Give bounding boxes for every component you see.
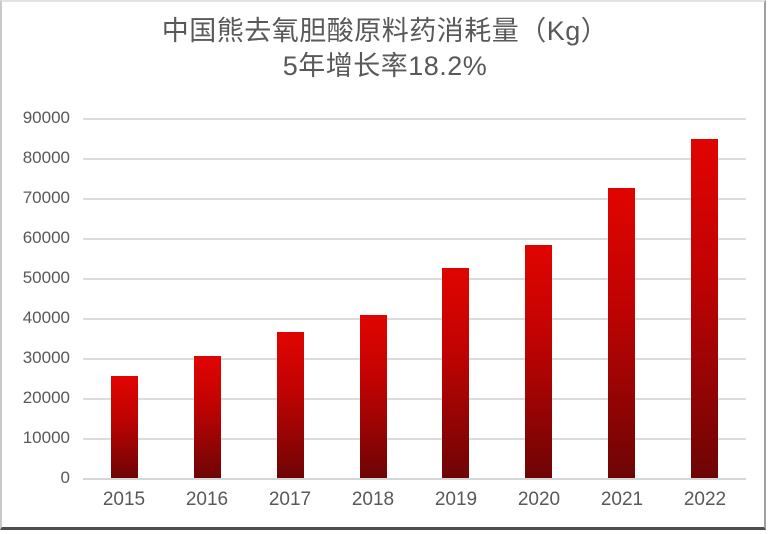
gridline: [83, 278, 746, 280]
y-tick-label: 20000: [22, 388, 70, 407]
x-tick-label: 2019: [434, 489, 478, 510]
plot-area: [83, 118, 746, 480]
y-tick-label: 60000: [22, 228, 70, 247]
y-tick-label: 40000: [22, 308, 70, 327]
chart-title: 中国熊去氧胆酸原料药消耗量（Kg）: [161, 16, 609, 46]
bar-2022: [691, 139, 718, 478]
bar-2016: [194, 356, 221, 478]
y-tick-label: 90000: [22, 108, 70, 127]
x-tick-label: 2018: [351, 489, 395, 510]
gridline: [83, 198, 746, 200]
x-tick-label: 2022: [683, 489, 727, 510]
chart-subtitle: 5年增长率18.2%: [282, 51, 488, 81]
bar-2021: [608, 188, 635, 478]
gridline: [83, 358, 746, 360]
bar-2019: [442, 268, 469, 478]
bar-2015: [111, 376, 138, 478]
bar-2020: [525, 245, 552, 478]
y-tick-label: 70000: [22, 188, 70, 207]
gridline: [83, 318, 746, 320]
gridline: [83, 398, 746, 400]
x-tick-label: 2015: [102, 489, 146, 510]
gridline: [83, 438, 746, 440]
gridline: [83, 158, 746, 160]
bar-2017: [277, 332, 304, 478]
x-tick-label: 2020: [517, 489, 561, 510]
y-tick-label: 80000: [22, 148, 70, 167]
y-tick-label: 10000: [22, 428, 70, 447]
x-tick-label: 2021: [600, 489, 644, 510]
chart-title-block: 中国熊去氧胆酸原料药消耗量（Kg） 5年增长率18.2%: [0, 14, 770, 84]
y-tick-label: 0: [60, 468, 70, 487]
y-tick-label: 30000: [22, 348, 70, 367]
x-tick-label: 2017: [268, 489, 312, 510]
gridline: [83, 238, 746, 240]
x-tick-label: 2016: [185, 489, 229, 510]
y-tick-label: 50000: [22, 268, 70, 287]
gridline: [83, 118, 746, 120]
bar-2018: [360, 315, 387, 478]
x-axis-line: [83, 478, 746, 480]
